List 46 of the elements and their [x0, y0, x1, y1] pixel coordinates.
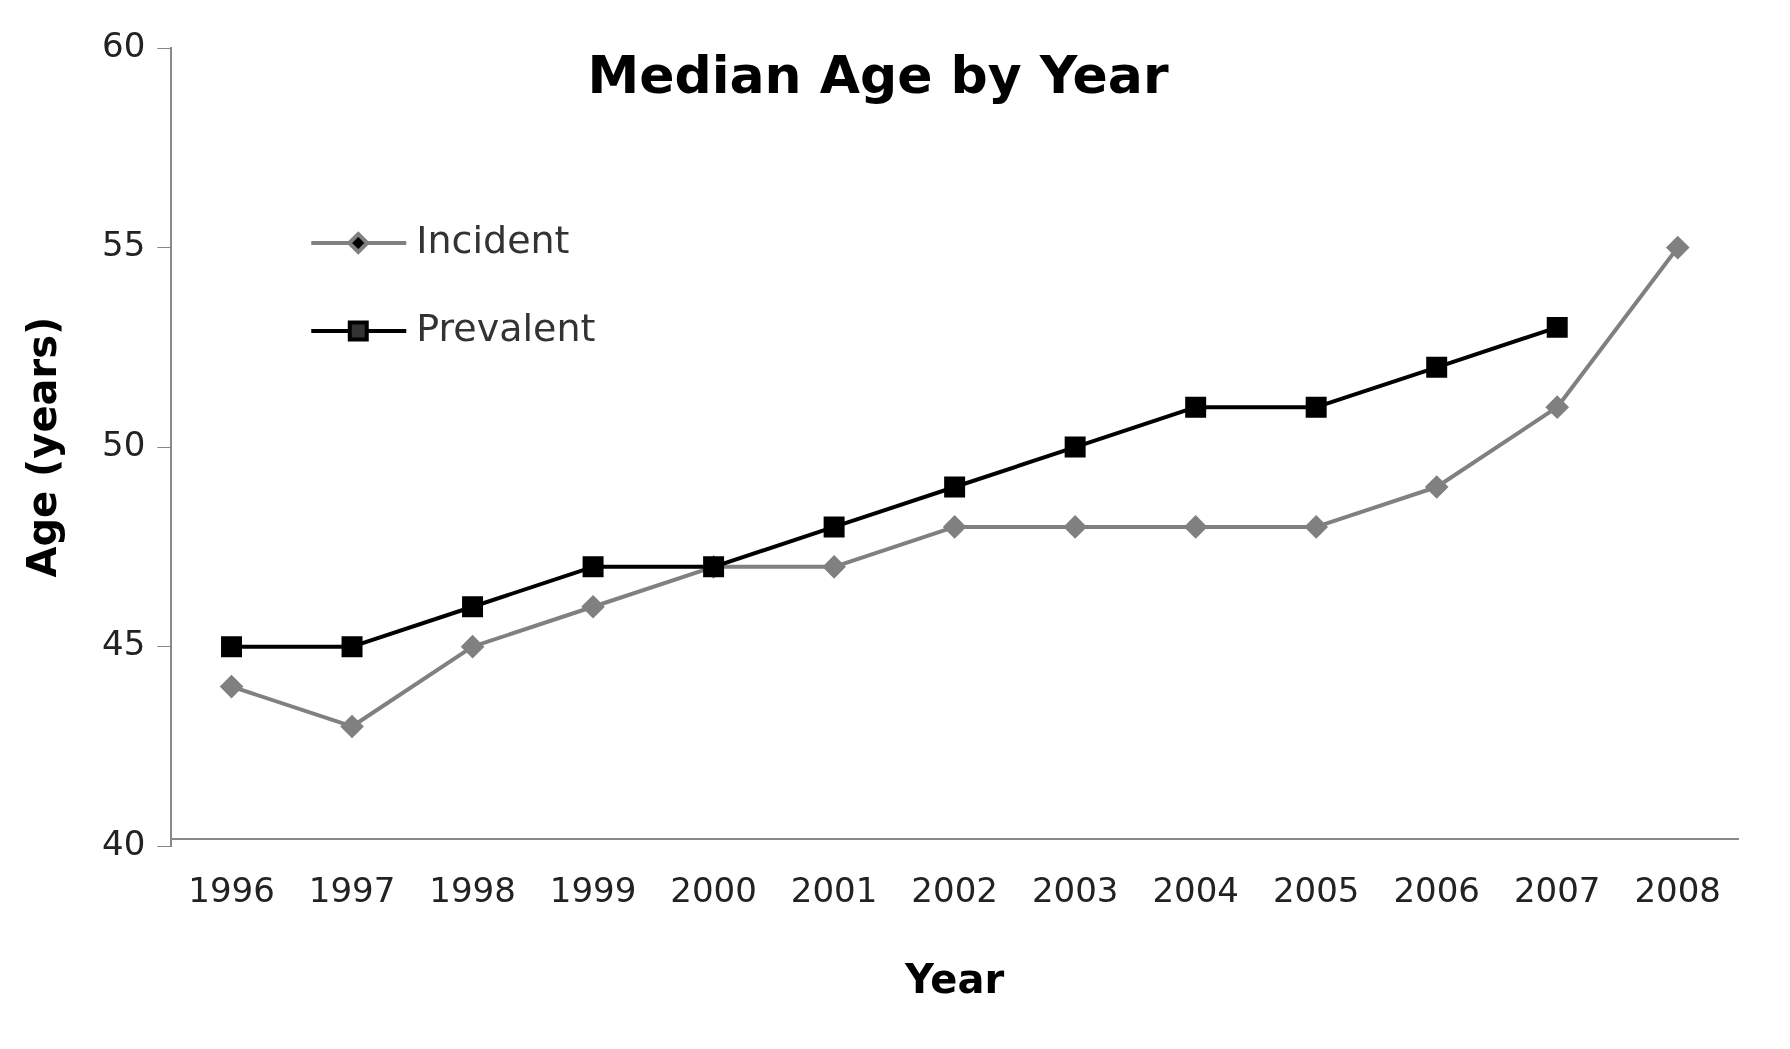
x-tick-label: 2005: [1272, 869, 1360, 910]
point: [1426, 356, 1448, 378]
x-tick-label: 2008: [1634, 869, 1722, 910]
point: [582, 595, 605, 618]
x-tick-label: 2006: [1393, 869, 1480, 910]
point: [582, 556, 604, 578]
y-tick-label: 40: [102, 823, 146, 864]
point: [1546, 316, 1568, 338]
point: [823, 516, 845, 538]
point: [1185, 396, 1207, 418]
point: [1064, 515, 1087, 538]
point: [1666, 236, 1689, 259]
point: [462, 596, 484, 618]
legend-label: Prevalent: [416, 305, 596, 350]
x-tick-label: 2004: [1152, 869, 1239, 910]
y-axis-title: Age (years): [19, 316, 66, 578]
point: [944, 476, 966, 498]
point: [461, 635, 484, 658]
x-tick-label: 2007: [1513, 869, 1601, 910]
x-tick-label: 1998: [429, 869, 516, 910]
point: [220, 675, 243, 698]
point: [823, 555, 846, 578]
point: [943, 515, 966, 538]
point: [1305, 515, 1328, 538]
point: [1184, 515, 1207, 538]
x-tick-label: 1997: [308, 869, 396, 910]
y-tick-label: 50: [102, 423, 146, 464]
point: [1425, 476, 1448, 499]
x-tick-label: 2002: [911, 869, 998, 910]
chart-title: Median Age by Year: [587, 44, 1169, 105]
y-tick-label: 55: [102, 224, 146, 265]
legend-label: Incident: [416, 217, 570, 262]
x-tick-label: 2001: [790, 869, 878, 910]
point: [341, 715, 364, 738]
point: [1546, 396, 1569, 419]
point: [221, 636, 243, 658]
x-tick-label: 1999: [549, 869, 637, 910]
x-tick-label: 2003: [1031, 869, 1119, 910]
y-tick-label: 45: [102, 623, 146, 664]
y-tick-label: 60: [102, 24, 146, 65]
x-tick-label: 1996: [188, 869, 275, 910]
x-axis-title: Year: [904, 955, 1005, 1002]
point: [1305, 396, 1327, 418]
point: [1064, 436, 1086, 458]
point: [341, 636, 363, 658]
x-tick-label: 2000: [670, 869, 757, 910]
